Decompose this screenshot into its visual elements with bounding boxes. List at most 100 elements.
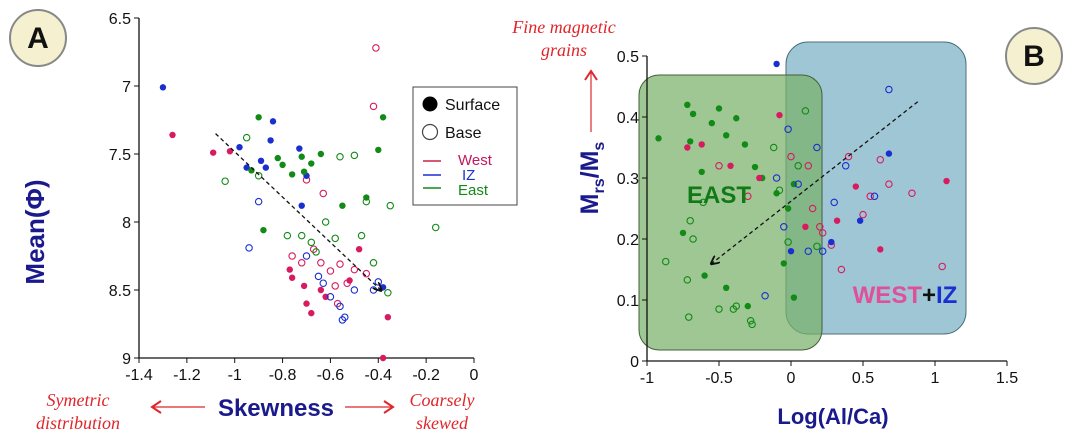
a-point-iz-open	[245, 244, 253, 252]
a-point-east-open	[362, 197, 371, 206]
annotation-coarsely: Coarsely	[410, 390, 475, 410]
right-arrow-head	[383, 400, 395, 414]
a-point-west-open	[369, 102, 378, 111]
a-ytick-label: 6.5	[109, 11, 131, 28]
a-point-east-open	[242, 133, 251, 142]
a-point-iz-open	[302, 252, 311, 260]
b-point-iz-open	[818, 247, 827, 255]
a-point-east-open	[297, 231, 306, 240]
a-point-west-filled	[379, 354, 387, 362]
a-xtick-label: -1.2	[173, 367, 201, 384]
b-point-iz-open	[841, 162, 850, 170]
a-point-iz-open	[326, 293, 335, 301]
b-point-west-open	[938, 262, 946, 271]
b-point-east-open	[801, 107, 810, 115]
a-point-iz-open	[369, 286, 378, 294]
b-point-east-filled	[655, 135, 662, 142]
b-point-west-open	[876, 155, 885, 164]
b-point-east-open	[686, 216, 694, 225]
a-point-west-open	[336, 260, 344, 268]
b-point-west-filled	[698, 141, 705, 148]
a-point-east-filled	[298, 153, 305, 160]
a-point-east-filled	[375, 146, 382, 154]
a-xtick-label: -1	[228, 367, 242, 384]
b-ytick-label: 0.1	[617, 293, 639, 310]
east-region-label: EAST	[687, 182, 751, 209]
b-point-east-open	[732, 302, 741, 310]
b-point-iz-filled	[856, 217, 864, 224]
b-point-iz-open	[761, 291, 769, 300]
a-point-west-filled	[308, 309, 315, 317]
b-point-iz-open	[784, 125, 792, 133]
b-point-iz-open	[885, 85, 893, 94]
a-point-west-filled	[286, 266, 293, 273]
b-point-east-open	[715, 305, 723, 313]
b-point-west-open	[804, 162, 813, 170]
b-point-east-filled	[689, 110, 697, 118]
a-point-west-open	[372, 44, 380, 52]
a-point-east-filled	[260, 226, 267, 234]
b-point-east-open	[699, 198, 707, 207]
legend: Surface Base West IZ East	[412, 86, 518, 206]
b-point-east-open	[775, 186, 784, 194]
a-point-east-open	[254, 172, 263, 180]
a-point-iz-open	[336, 302, 344, 311]
b-point-east-filled	[723, 132, 730, 139]
a-xtick-label: -0.6	[317, 367, 345, 384]
a-point-west-filled	[169, 131, 176, 139]
b-point-west-open	[787, 152, 795, 161]
b-point-east-filled	[741, 141, 749, 148]
b-point-east-open	[813, 242, 821, 251]
a-point-iz-filled	[269, 118, 277, 125]
a-point-east-filled	[255, 114, 262, 121]
b-point-east-open	[784, 238, 792, 246]
b-point-west-open	[816, 223, 824, 231]
a-point-iz-open	[254, 197, 263, 206]
b-point-east-filled	[744, 302, 751, 310]
annotation-skewed: skewed	[416, 413, 469, 433]
b-point-west-open	[808, 204, 817, 213]
a-point-iz-filled	[296, 145, 303, 152]
a-point-east-filled	[300, 168, 308, 175]
annotation-distribution: distribution	[36, 413, 120, 433]
b-point-iz-filled	[787, 248, 795, 255]
a-point-iz-open	[319, 279, 327, 287]
up-arrow-head	[584, 69, 598, 81]
a-point-west-filled	[226, 148, 234, 155]
annotation-grains: grains	[541, 40, 587, 60]
b-ytick-label: 0.4	[617, 110, 639, 127]
panel-a-label: A	[27, 22, 49, 55]
legend-base-marker	[421, 123, 439, 141]
panel-a-axes: -1.4 -1.2 -1 -0.8 -0.6 -0.4 -0.2 0 6.5 7 7.5 8 8.5 9	[109, 11, 479, 384]
legend-base-label: Base	[445, 125, 482, 142]
b-point-west-filled	[877, 246, 884, 253]
a-point-east-open	[221, 177, 229, 185]
b-point-east-filled	[784, 205, 792, 212]
a-point-west-filled	[209, 149, 217, 156]
a-ytick-label: 8	[122, 215, 131, 232]
b-point-east-filled	[701, 272, 708, 279]
b-point-iz-open	[772, 174, 781, 182]
b-point-east-filled	[780, 260, 787, 267]
a-point-east-filled	[274, 154, 281, 162]
a-point-east-filled	[308, 160, 315, 167]
a-point-iz-open	[314, 272, 323, 281]
b-point-west-filled	[727, 162, 734, 169]
panel-a-ylabel: Mean(Φ)	[20, 179, 50, 284]
b-point-east-open	[769, 143, 778, 152]
b-point-west-filled	[776, 111, 783, 119]
panel-b-points	[655, 60, 950, 329]
b-point-west-open	[744, 192, 752, 201]
b-xtick-label: 0.5	[852, 370, 874, 387]
a-xtick-label: -0.8	[269, 367, 297, 384]
a-point-east-open	[283, 231, 292, 240]
a-ytick-label: 8.5	[109, 283, 131, 300]
a-point-west-filled	[303, 300, 310, 307]
b-point-east-filled	[687, 138, 694, 145]
a-point-iz-filled	[257, 157, 265, 164]
panel-a-badge	[9, 9, 67, 67]
b-point-east-filled	[679, 229, 687, 237]
a-point-east-filled	[279, 161, 286, 169]
b-point-east-open	[746, 316, 755, 325]
